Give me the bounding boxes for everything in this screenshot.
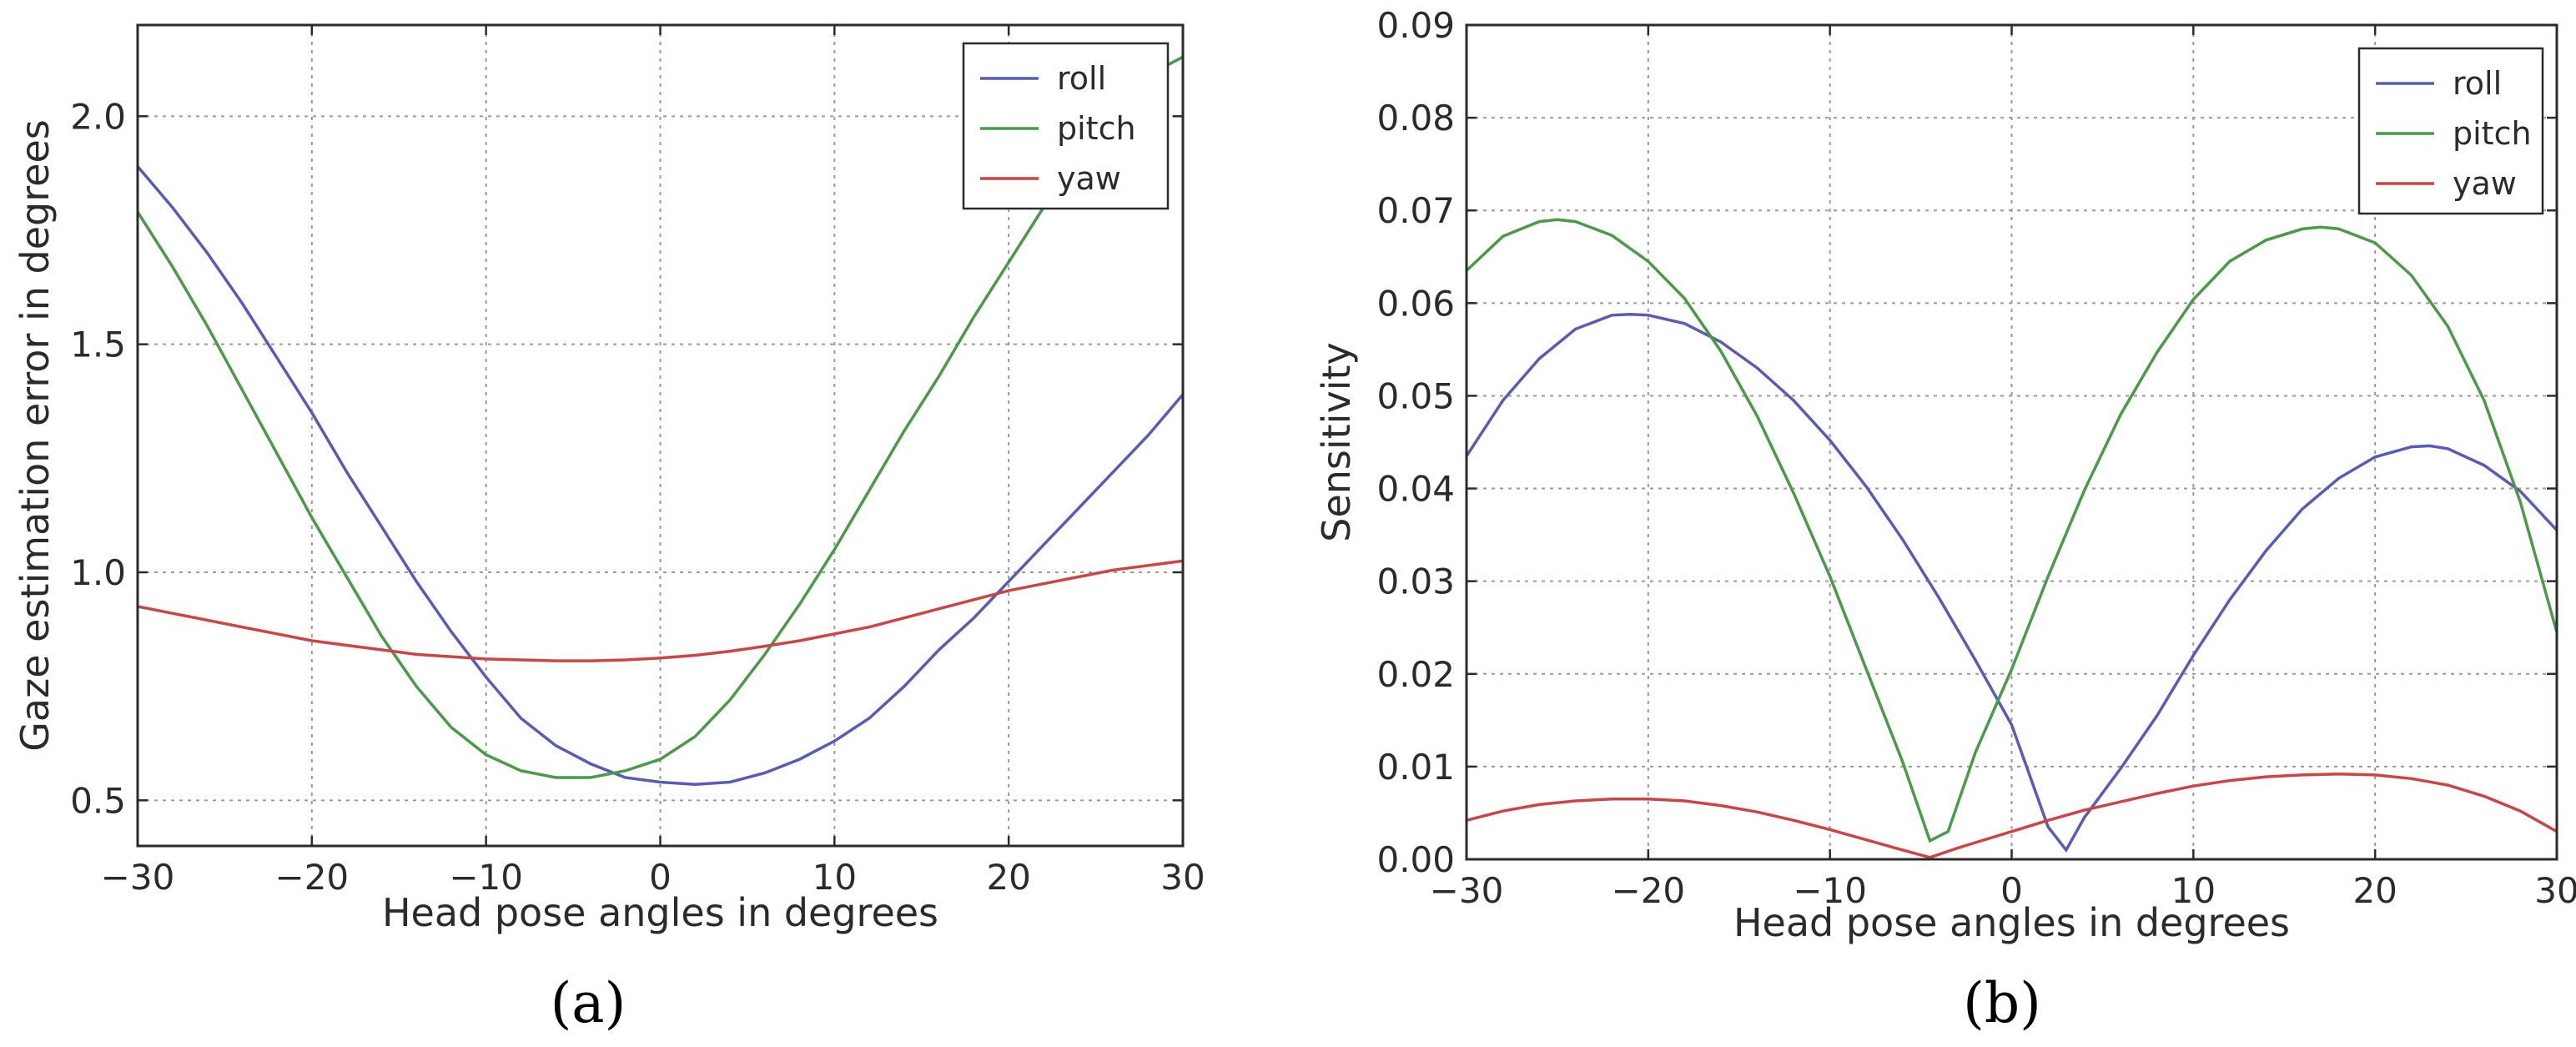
- series-line-roll: [138, 165, 1183, 786]
- y-tick-label: 0.00: [1376, 839, 1455, 880]
- series-line-pitch: [1467, 218, 2557, 843]
- x-tick-label: −20: [1612, 870, 1686, 911]
- legend-label-roll: roll: [1057, 60, 1106, 97]
- x-tick-label: −10: [1793, 870, 1867, 911]
- y-tick-label: 0.03: [1376, 561, 1455, 602]
- legend-label-pitch: pitch: [1057, 110, 1136, 147]
- y-tick-label: 1.5: [70, 325, 126, 365]
- x-tick-label: 20: [2352, 870, 2397, 911]
- tick-marks: [1465, 23, 2558, 861]
- series-line-roll: [1467, 312, 2557, 853]
- legend-label-roll: roll: [2453, 65, 2502, 102]
- y-tick-labels: 0.5 1.0 1.5 2.0: [70, 96, 126, 821]
- y-tick-label: 0.05: [1376, 375, 1455, 416]
- grid-lines: [138, 25, 1183, 846]
- tick-marks: [136, 25, 1185, 846]
- legend-box: [2357, 47, 2544, 215]
- legend-label-yaw: yaw: [1057, 160, 1121, 197]
- y-tick-label: 0.02: [1376, 654, 1455, 695]
- chart-panel-a: −30 −20 −10 0 10 20 30 0.5 1.0 1.5 2.0 Head pose …: [13, 23, 1205, 1035]
- panel-caption: (a): [551, 971, 626, 1035]
- series-line-yaw: [138, 559, 1183, 662]
- x-axis-label: Head pose angles in degrees: [382, 890, 938, 935]
- grid-lines: [1467, 25, 2557, 859]
- series-lines: [1467, 218, 2557, 859]
- x-tick-label: 0: [2000, 870, 2023, 911]
- x-tick-label: 0: [649, 857, 672, 898]
- x-tick-label: 30: [2534, 870, 2576, 911]
- chart-panel-b: −30 −20 −10 0 10 20 30 0.000.010.020.030.040.0…: [1314, 5, 2576, 1035]
- x-tick-label: 20: [986, 857, 1030, 898]
- y-tick-label: 0.08: [1376, 98, 1455, 138]
- series-line-pitch: [138, 55, 1183, 779]
- y-axis-label: Gaze estimation error in degrees: [13, 119, 58, 751]
- legend: roll pitch yaw: [962, 42, 1170, 210]
- x-tick-label: −30: [1430, 870, 1504, 911]
- x-tick-label: 10: [2171, 870, 2216, 911]
- panel-caption: (b): [1963, 971, 2041, 1035]
- y-tick-label: 0.06: [1376, 283, 1455, 324]
- y-axis-label: Sensitivity: [1314, 342, 1359, 541]
- y-tick-label: 0.04: [1376, 469, 1455, 510]
- legend-box: [962, 42, 1170, 210]
- x-tick-labels: −30 −20 −10 0 10 20 30: [101, 857, 1205, 898]
- x-tick-label: 30: [1160, 857, 1205, 898]
- x-tick-labels: −30 −20 −10 0 10 20 30: [1430, 870, 2576, 911]
- x-tick-label: −10: [449, 857, 523, 898]
- x-axis-label: Head pose angles in degrees: [1733, 900, 2290, 945]
- legend-label-yaw: yaw: [2453, 165, 2517, 202]
- legend-label-pitch: pitch: [2453, 115, 2532, 152]
- x-tick-label: −20: [275, 857, 350, 898]
- y-tick-labels: 0.00 0.01 0.02 0.03 0.04 0.05 0.06 0.07 0.08 0.09: [1376, 5, 1455, 880]
- y-tick-label: 2.0: [70, 96, 126, 137]
- y-tick-label: 0.07: [1376, 190, 1455, 231]
- series-line-yaw: [1467, 773, 2557, 859]
- y-tick-label: 1.0: [70, 552, 126, 593]
- series-lines: [138, 55, 1183, 786]
- y-tick-label: 0.01: [1376, 747, 1455, 788]
- y-tick-label: 0.5: [70, 780, 126, 821]
- x-tick-label: −30: [101, 857, 175, 898]
- y-tick-label: 0.09: [1376, 5, 1455, 46]
- x-tick-label: 10: [813, 857, 857, 898]
- legend: roll pitch yaw: [2357, 47, 2544, 215]
